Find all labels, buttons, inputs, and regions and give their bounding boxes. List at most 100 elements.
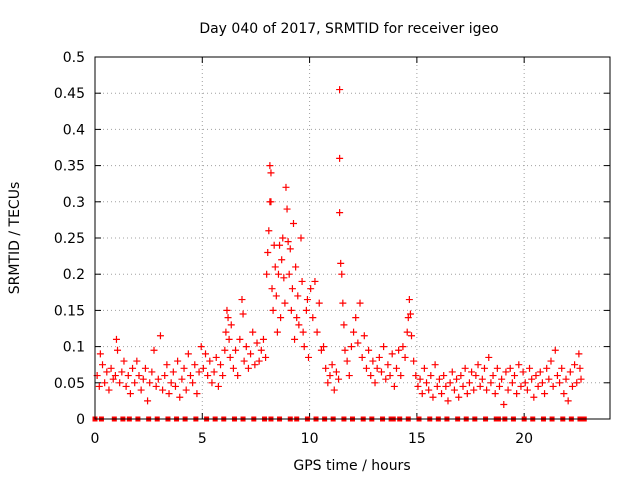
data-point <box>204 372 212 380</box>
data-point <box>193 390 201 398</box>
data-point <box>566 368 574 376</box>
grid <box>95 57 610 419</box>
data-point <box>141 364 149 372</box>
data-point <box>251 361 259 369</box>
data-point <box>313 328 321 336</box>
data-point <box>328 361 336 369</box>
data-point <box>180 364 188 372</box>
data-point <box>95 382 103 390</box>
data-point <box>146 379 154 387</box>
y-tick-label: 0.2 <box>63 267 85 283</box>
data-point <box>255 357 263 365</box>
data-point <box>214 382 222 390</box>
data-point <box>262 353 270 361</box>
data-point <box>120 357 128 365</box>
data-point <box>169 368 177 376</box>
data-point <box>564 397 572 405</box>
data-point <box>410 357 418 365</box>
data-point <box>257 346 265 354</box>
data-point <box>461 364 469 372</box>
data-point <box>265 227 273 235</box>
data-point <box>163 361 171 369</box>
data-point <box>322 364 330 372</box>
y-tick-label: 0.4 <box>63 122 85 138</box>
data-point <box>470 386 478 394</box>
data-point <box>352 314 360 322</box>
data-point <box>369 357 377 365</box>
data-point <box>283 205 291 213</box>
data-point <box>480 364 488 372</box>
data-point <box>339 299 347 307</box>
data-point <box>536 368 544 376</box>
data-point <box>291 335 299 343</box>
data-point <box>416 375 424 383</box>
data-point <box>532 372 540 380</box>
data-point <box>289 220 297 228</box>
data-point <box>343 357 351 365</box>
data-point <box>463 390 471 398</box>
data-point <box>562 375 570 383</box>
data-point <box>107 364 115 372</box>
data-point <box>551 346 559 354</box>
data-point <box>345 372 353 380</box>
data-point <box>294 292 302 300</box>
data-point <box>212 353 220 361</box>
data-point <box>384 361 392 369</box>
data-point <box>224 314 232 322</box>
data-point <box>268 285 276 293</box>
data-point <box>472 372 480 380</box>
data-point <box>399 343 407 351</box>
data-point <box>438 390 446 398</box>
data-point <box>299 328 307 336</box>
data-point <box>161 372 169 380</box>
data-point <box>238 296 246 304</box>
data-point <box>408 332 416 340</box>
data-point <box>139 375 147 383</box>
data-point <box>386 372 394 380</box>
data-point <box>286 245 294 253</box>
data-point <box>279 234 287 242</box>
data-point <box>223 306 231 314</box>
data-point <box>519 368 527 376</box>
data-point <box>468 368 476 376</box>
data-point <box>244 364 252 372</box>
data-point <box>332 368 340 376</box>
y-tick-label: 0.5 <box>63 50 85 66</box>
data-point <box>300 343 308 351</box>
data-point <box>338 270 346 278</box>
data-point <box>405 296 413 304</box>
data-point <box>571 361 579 369</box>
data-point <box>176 393 184 401</box>
data-point <box>330 386 338 394</box>
data-point <box>575 350 583 358</box>
y-tick-label: 0.25 <box>54 231 85 247</box>
data-point <box>114 346 122 354</box>
data-point <box>267 169 275 177</box>
data-point <box>156 332 164 340</box>
data-point <box>513 390 521 398</box>
data-point <box>489 372 497 380</box>
data-point <box>340 321 348 329</box>
data-point <box>240 357 248 365</box>
data-point <box>392 364 400 372</box>
data-point <box>154 375 162 383</box>
data-point <box>335 375 343 383</box>
data-point <box>159 386 167 394</box>
data-point <box>453 375 461 383</box>
data-point <box>229 364 237 372</box>
data-point <box>199 364 207 372</box>
data-point <box>450 386 458 394</box>
data-point <box>135 372 143 380</box>
data-point <box>165 390 173 398</box>
y-tick-labels: 0 0.05 0.1 0.15 0.2 0.25 0.3 0.35 0.4 0.45 0.5 <box>54 50 85 428</box>
data-point <box>474 361 482 369</box>
data-point <box>526 364 534 372</box>
data-point <box>309 314 317 322</box>
data-point <box>365 346 373 354</box>
data-point <box>515 361 523 369</box>
data-point <box>476 382 484 390</box>
data-point <box>545 375 553 383</box>
data-point <box>118 368 126 376</box>
y-tick-label: 0 <box>76 412 85 428</box>
y-tick-label: 0.45 <box>54 86 85 102</box>
